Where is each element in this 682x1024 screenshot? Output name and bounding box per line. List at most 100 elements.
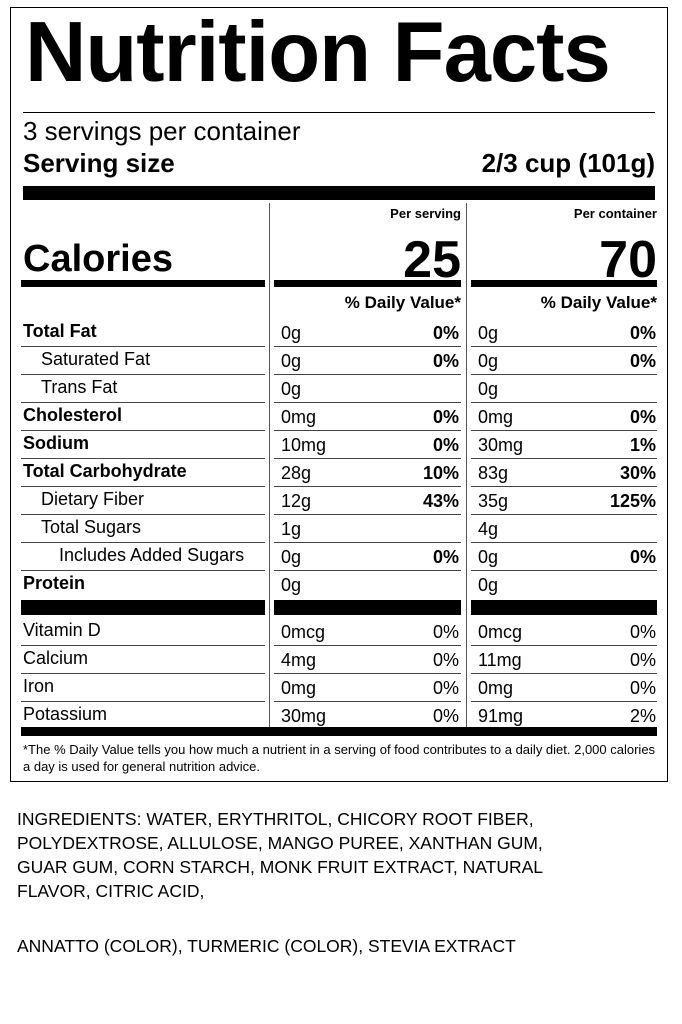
container-daily-value: 125% (609, 491, 656, 511)
serving-amount: 28g (281, 463, 312, 483)
container-amount: 0mg (478, 407, 514, 427)
vitamin-container-daily-value: 0% (629, 622, 656, 642)
nutrient-name: Trans Fat (41, 377, 118, 397)
calories-bar-left (21, 280, 265, 287)
vitamin-serving-amount: 0mg (281, 678, 317, 698)
container-daily-value: 0% (629, 407, 656, 427)
container-amount: 35g (478, 491, 509, 511)
vitamin-bar-serving (274, 600, 461, 615)
vitamin-serving-amount: 4mg (281, 650, 317, 670)
row-divider (21, 374, 265, 375)
container-amount: 0g (478, 379, 499, 399)
thick-divider-bottom (21, 727, 657, 736)
ingredients-list: INGREDIENTS: WATER, ERYTHRITOL, CHICORY … (17, 809, 543, 901)
nutrient-name: Total Fat (23, 321, 97, 341)
vitamin-row-divider (471, 645, 657, 646)
calories-per-container: 70 (599, 231, 657, 289)
dv-header-serving: % Daily Value* (344, 293, 461, 312)
row-divider (274, 486, 461, 487)
nutrient-name: Sodium (23, 433, 89, 453)
calories-bar-serving (274, 280, 461, 287)
serving-size-label: Serving size (23, 148, 175, 178)
container-amount: 0g (478, 323, 499, 343)
vitamin-serving-amount: 30mg (281, 706, 327, 726)
column-divider-container (466, 203, 467, 733)
row-divider (21, 346, 265, 347)
vitamin-serving-daily-value: 0% (432, 650, 459, 670)
serving-amount: 0g (281, 547, 302, 567)
calories-bar-container (471, 280, 657, 287)
vitamin-row-divider (274, 645, 461, 646)
vitamin-name: Calcium (23, 648, 89, 668)
container-daily-value: 0% (629, 547, 656, 567)
vitamin-row-divider (471, 673, 657, 674)
vitamin-row-divider (21, 701, 265, 702)
row-divider (274, 514, 461, 515)
nutrient-name: Dietary Fiber (41, 489, 145, 509)
nutrient-name: Cholesterol (23, 405, 123, 425)
container-daily-value: 30% (619, 463, 656, 483)
row-divider (21, 430, 265, 431)
calories-label: Calories (23, 238, 173, 280)
vitamin-container-amount: 0mg (478, 678, 514, 698)
row-divider (274, 542, 461, 543)
serving-daily-value: 0% (432, 435, 459, 455)
row-divider (21, 458, 265, 459)
vitamin-bar-container (471, 600, 657, 615)
serving-daily-value: 10% (422, 463, 459, 483)
vitamin-serving-daily-value: 0% (432, 678, 459, 698)
nutrient-name: Protein (23, 573, 86, 593)
row-divider (471, 430, 657, 431)
container-amount: 0g (478, 575, 499, 595)
row-divider (471, 570, 657, 571)
serving-amount: 0g (281, 379, 302, 399)
row-divider (21, 402, 265, 403)
vitamin-serving-daily-value: 0% (432, 706, 459, 726)
thick-divider-top (23, 186, 655, 200)
vitamin-row-divider (471, 701, 657, 702)
row-divider (274, 458, 461, 459)
serving-daily-value: 0% (432, 547, 459, 567)
row-divider (274, 430, 461, 431)
vitamin-row-divider (21, 645, 265, 646)
per-serving-header: Per serving (390, 206, 461, 221)
row-divider (21, 542, 265, 543)
container-daily-value: 0% (629, 323, 656, 343)
nutrient-name: Total Carbohydrate (23, 461, 187, 481)
vitamin-serving-daily-value: 0% (432, 622, 459, 642)
serving-size-value: 2/3 cup (101g) (481, 148, 655, 178)
serving-amount: 0g (281, 575, 302, 595)
row-divider (471, 374, 657, 375)
vitamin-serving-amount: 0mcg (281, 622, 326, 642)
row-divider (274, 570, 461, 571)
container-amount: 4g (478, 519, 499, 539)
container-amount: 30mg (478, 435, 524, 455)
vitamin-container-amount: 91mg (478, 706, 524, 726)
row-divider (471, 542, 657, 543)
vitamin-container-amount: 0mcg (478, 622, 523, 642)
vitamin-container-daily-value: 0% (629, 650, 656, 670)
nutrient-name: Saturated Fat (41, 349, 151, 369)
serving-amount: 0mg (281, 407, 317, 427)
serving-amount: 0g (281, 323, 302, 343)
vitamin-name: Vitamin D (23, 620, 101, 640)
serving-daily-value: 0% (432, 351, 459, 371)
row-divider (274, 402, 461, 403)
servings-per-container: 3 servings per container (23, 116, 301, 146)
row-divider (274, 346, 461, 347)
container-amount: 83g (478, 463, 509, 483)
column-divider-serving (269, 203, 270, 733)
label-title: Nutrition Facts (25, 5, 611, 100)
serving-amount: 12g (281, 491, 312, 511)
row-divider (471, 402, 657, 403)
vitamin-container-daily-value: 0% (629, 678, 656, 698)
row-divider (471, 514, 657, 515)
container-amount: 0g (478, 547, 499, 567)
vitamin-bar-left (21, 600, 265, 615)
vitamin-container-amount: 11mg (478, 650, 522, 670)
dv-header-container: % Daily Value* (540, 293, 657, 312)
serving-amount: 1g (281, 519, 302, 539)
serving-amount: 0g (281, 351, 302, 371)
vitamin-row-divider (21, 673, 265, 674)
per-container-header: Per container (573, 206, 657, 221)
